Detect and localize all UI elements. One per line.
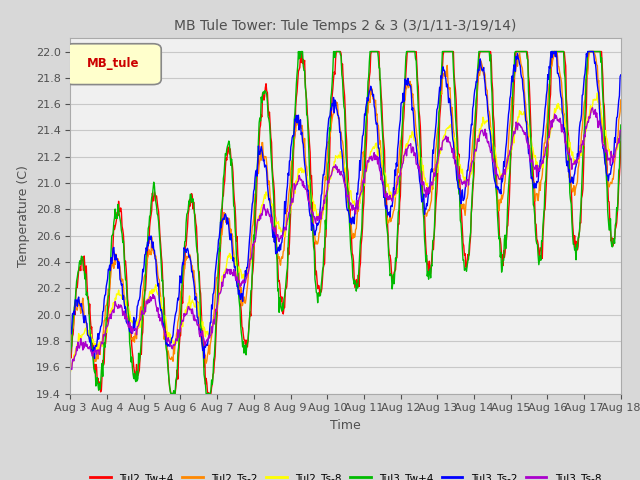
Tul2_Tw+4	[332, 48, 340, 54]
Tul2_Ts-2	[541, 140, 549, 146]
Tul3_Ts-8	[418, 181, 426, 187]
Line: Tul3_Ts-2: Tul3_Ts-2	[70, 51, 621, 359]
Tul3_Tw+4	[294, 48, 302, 54]
X-axis label: Time: Time	[330, 419, 361, 432]
FancyBboxPatch shape	[65, 44, 161, 84]
Tul3_Ts-8	[67, 366, 74, 372]
Tul2_Ts-2	[100, 318, 108, 324]
Tul3_Tw+4	[100, 340, 108, 346]
Tul2_Tw+4	[67, 352, 74, 358]
Tul3_Ts-2	[484, 115, 492, 121]
Tul3_Ts-8	[589, 105, 596, 110]
Tul3_Ts-2	[418, 199, 426, 205]
Tul2_Ts-8	[617, 128, 625, 134]
Tul2_Tw+4	[542, 193, 550, 199]
Tul3_Tw+4	[617, 122, 625, 128]
Tul2_Tw+4	[388, 268, 396, 274]
Y-axis label: Temperature (C): Temperature (C)	[17, 165, 30, 267]
Tul2_Tw+4	[485, 48, 493, 54]
Line: Tul3_Tw+4: Tul3_Tw+4	[70, 51, 621, 394]
Tul2_Ts-8	[484, 118, 492, 123]
Tul3_Ts-2	[617, 72, 625, 78]
Tul2_Ts-8	[593, 90, 601, 96]
Text: MB_tule: MB_tule	[86, 58, 139, 71]
Tul2_Tw+4	[419, 185, 426, 191]
Tul3_Tw+4	[542, 177, 550, 183]
Tul3_Ts-2	[101, 292, 109, 298]
Line: Tul3_Ts-8: Tul3_Ts-8	[70, 108, 621, 370]
Tul3_Ts-2	[401, 76, 409, 82]
Tul3_Ts-2	[541, 106, 549, 112]
Tul2_Ts-8	[67, 369, 74, 375]
Tul3_Ts-8	[68, 367, 76, 372]
Tul2_Ts-8	[401, 149, 408, 155]
Tul3_Ts-8	[401, 150, 409, 156]
Tul2_Ts-2	[418, 188, 426, 194]
Tul3_Ts-8	[541, 150, 549, 156]
Tul3_Tw+4	[167, 391, 175, 396]
Tul2_Ts-2	[484, 108, 492, 113]
Tul2_Ts-2	[387, 219, 395, 225]
Tul2_Ts-2	[202, 360, 210, 366]
Tul2_Tw+4	[167, 391, 175, 396]
Tul2_Ts-2	[551, 48, 559, 54]
Tul3_Ts-2	[91, 356, 99, 361]
Tul2_Ts-2	[401, 97, 409, 103]
Tul2_Ts-8	[541, 154, 548, 159]
Tul3_Tw+4	[485, 48, 493, 54]
Tul3_Tw+4	[402, 54, 410, 60]
Tul2_Tw+4	[617, 139, 625, 144]
Legend: Tul2_Tw+4, Tul2_Ts-2, Tul2_Ts-8, Tul3_Tw+4, Tul3_Ts-2, Tul3_Ts-8: Tul2_Tw+4, Tul2_Ts-2, Tul2_Ts-8, Tul3_Tw…	[86, 468, 605, 480]
Tul2_Ts-8	[100, 333, 108, 339]
Tul2_Ts-8	[386, 190, 394, 196]
Tul2_Tw+4	[402, 71, 410, 76]
Tul2_Ts-2	[67, 342, 74, 348]
Tul2_Tw+4	[100, 360, 108, 366]
Tul2_Ts-8	[417, 155, 425, 161]
Tul3_Ts-8	[101, 332, 109, 338]
Tul3_Ts-2	[67, 326, 74, 332]
Tul3_Tw+4	[67, 351, 74, 357]
Tul2_Ts-2	[617, 97, 625, 103]
Line: Tul2_Ts-2: Tul2_Ts-2	[70, 51, 621, 363]
Line: Tul2_Tw+4: Tul2_Tw+4	[70, 51, 621, 394]
Tul3_Ts-8	[387, 196, 395, 202]
Tul3_Ts-8	[484, 139, 492, 144]
Tul3_Ts-2	[387, 204, 395, 209]
Tul3_Tw+4	[419, 192, 426, 198]
Title: MB Tule Tower: Tule Temps 2 & 3 (3/1/11-3/19/14): MB Tule Tower: Tule Temps 2 & 3 (3/1/11-…	[175, 19, 516, 33]
Tul3_Tw+4	[388, 273, 396, 278]
Line: Tul2_Ts-8: Tul2_Ts-8	[70, 93, 621, 372]
Tul3_Ts-8	[617, 127, 625, 133]
Tul3_Ts-2	[547, 48, 555, 54]
